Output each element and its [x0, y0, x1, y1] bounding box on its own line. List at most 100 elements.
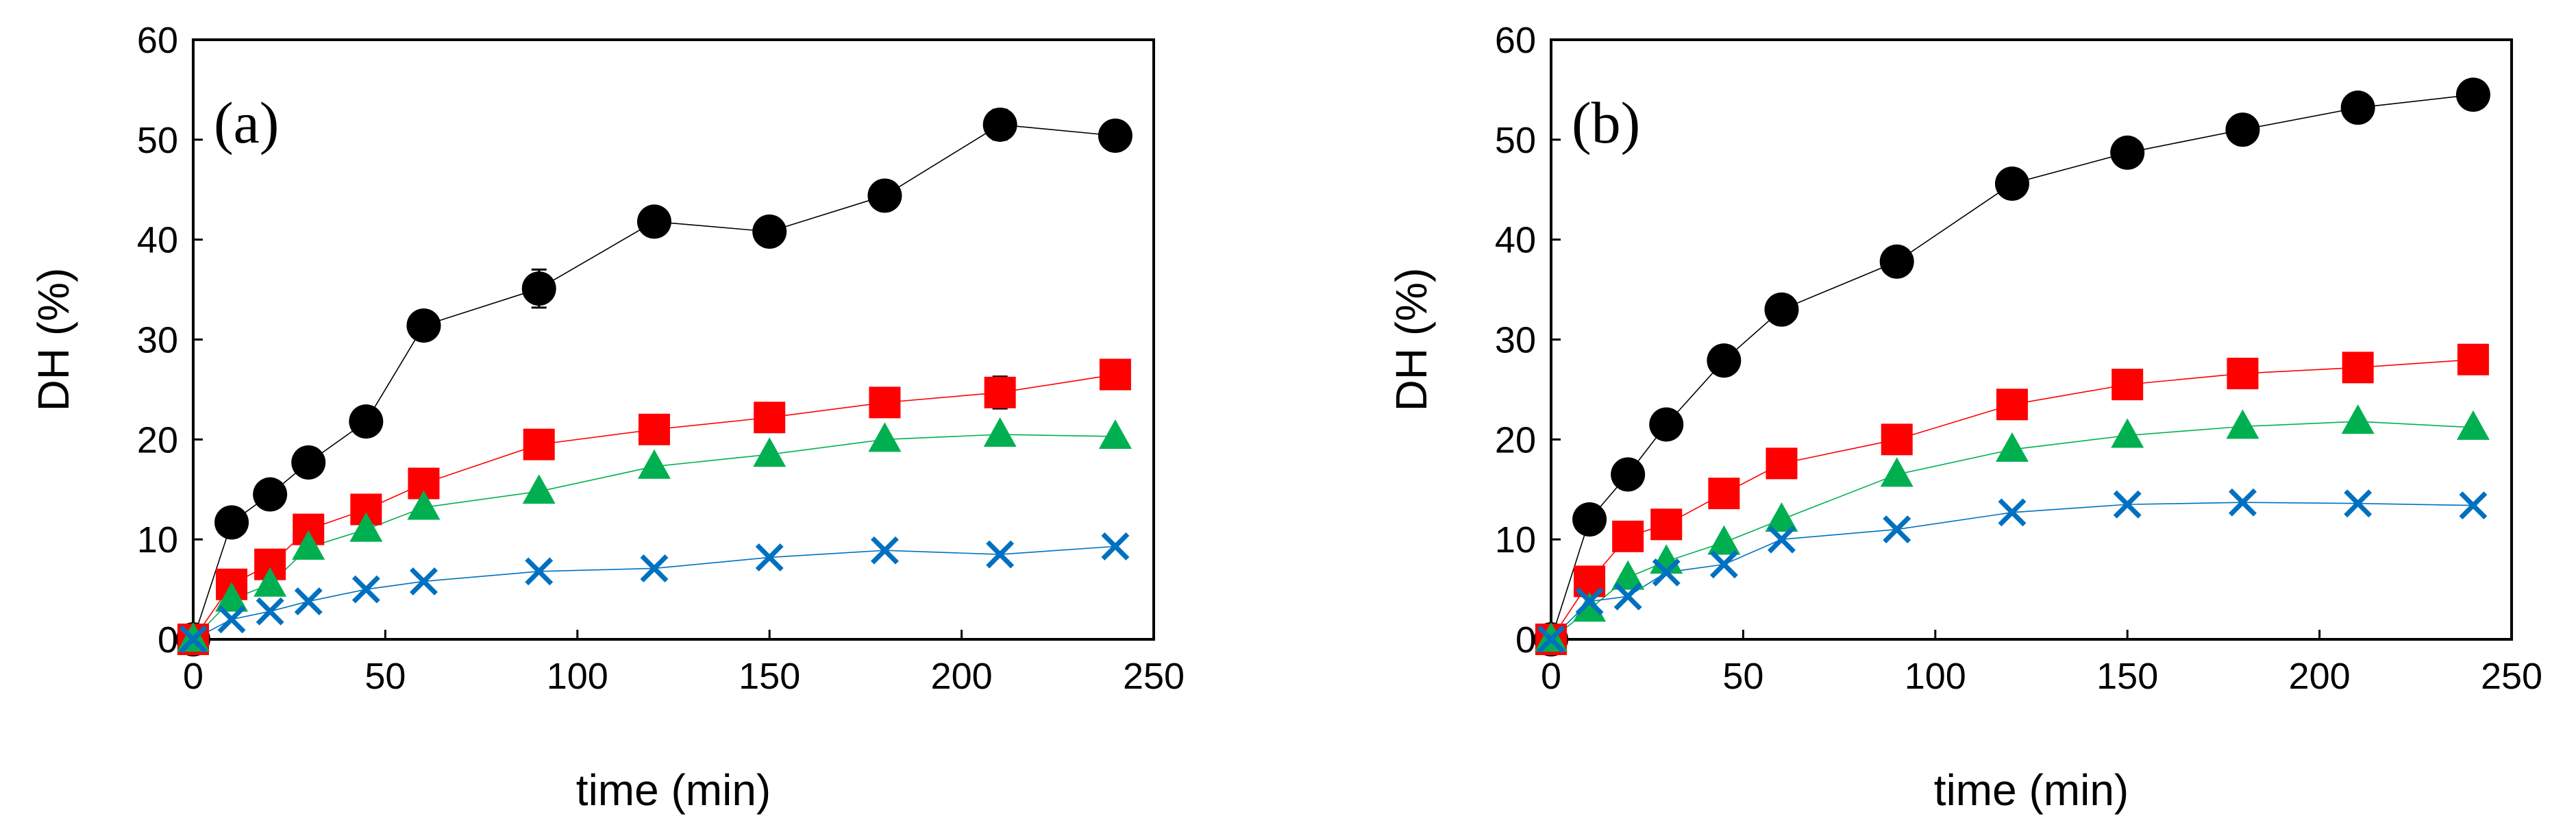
data-point-circle [1649, 407, 1684, 442]
data-point-triangle [253, 567, 287, 597]
y-tick-label: 60 [1495, 20, 1536, 61]
x-tick-label: 150 [739, 656, 800, 697]
data-point-triangle [983, 417, 1017, 447]
data-point-circle [1707, 343, 1742, 378]
data-point-triangle [1098, 419, 1132, 449]
data-point-triangle [1765, 502, 1798, 532]
data-point-cross [294, 587, 323, 616]
data-point-cross [256, 597, 284, 626]
data-point-cross [1883, 515, 1911, 544]
data-point-circle [2340, 90, 2375, 125]
data-point-circle [752, 214, 787, 249]
data-point-square [2227, 358, 2259, 390]
data-point-cross [410, 567, 438, 595]
data-point-square [2457, 343, 2489, 376]
data-point-square [1996, 389, 2028, 421]
data-point-cross [1575, 587, 1604, 616]
x-axis-title: time (min) [576, 765, 771, 815]
data-point-cross [870, 536, 899, 565]
y-tick-label: 20 [1495, 419, 1536, 460]
data-point-cross [351, 575, 380, 604]
data-point-circle [1994, 167, 2029, 201]
x-tick-label: 250 [2481, 656, 2542, 697]
x-tick-label: 0 [1541, 656, 1561, 697]
data-point-triangle [215, 582, 249, 612]
data-point-cross [1998, 498, 2027, 527]
data-point-square [754, 402, 786, 434]
chart-panel-b: 0 50 100 150 200 250 0 10 20 30 40 50 60 time (min) DH… [1387, 20, 2542, 815]
data-point-triangle [1995, 432, 2029, 462]
data-point-cross [1709, 550, 1738, 579]
x-tick-label: 200 [931, 656, 993, 697]
y-tick-label: 0 [158, 619, 178, 661]
data-point-circle [867, 178, 902, 213]
data-point-cross [755, 543, 784, 571]
data-point-cross [1613, 582, 1642, 611]
data-point-triangle [1611, 560, 1645, 590]
data-point-triangle [1707, 525, 1741, 555]
data-point-triangle [1880, 457, 1914, 487]
data-point-square [2111, 369, 2144, 401]
data-point-cross [2113, 490, 2142, 519]
data-point-square [869, 386, 901, 419]
data-point-circle [521, 271, 556, 306]
y-tick-label: 10 [1495, 519, 1536, 561]
data-point-cross [2228, 488, 2257, 517]
data-point-cross [1101, 532, 1130, 561]
data-point-triangle [868, 422, 902, 452]
y-axis-title: DH (%) [1387, 268, 1436, 412]
data-point-circle [1611, 457, 1646, 492]
x-tick-label: 50 [1722, 656, 1763, 697]
series-line [193, 124, 1115, 640]
data-point-square [523, 428, 555, 460]
data-point-circle [253, 477, 288, 512]
x-tick-label: 100 [1905, 656, 1966, 697]
y-tick-label: 0 [1515, 619, 1536, 661]
x-axis-title: time (min) [1934, 765, 2129, 815]
data-point-triangle [292, 530, 325, 560]
data-point-cross [525, 557, 554, 586]
data-point-circle [1572, 502, 1607, 537]
y-tick-label: 40 [1495, 220, 1536, 261]
data-point-circle [406, 308, 441, 343]
x-tick-label: 0 [183, 656, 203, 697]
data-point-triangle [753, 437, 787, 467]
chart-panel-a: 0 50 100 150 200 250 0 10 20 30 40 50 60 time (min) DH… [29, 20, 1185, 815]
x-tick-label: 50 [364, 656, 406, 697]
data-point-circle [2225, 112, 2260, 147]
data-point-square [1099, 358, 1131, 391]
data-point-cross [179, 625, 208, 654]
y-tick-label: 30 [1495, 320, 1536, 361]
data-point-square [984, 376, 1016, 408]
data-point-circle [982, 107, 1017, 142]
x-tick-label: 100 [547, 656, 608, 697]
data-point-circle [349, 404, 384, 439]
plot-frame [1550, 38, 2513, 641]
data-point-triangle [2226, 409, 2259, 439]
data-point-triangle [637, 449, 671, 479]
y-tick-label: 20 [137, 419, 178, 460]
data-point-square [1881, 423, 1913, 456]
x-tick-label: 150 [2096, 656, 2158, 697]
data-point-circle [1098, 119, 1132, 153]
data-point-cross [986, 540, 1015, 569]
x-tick-label: 250 [1123, 656, 1185, 697]
data-point-triangle [349, 512, 383, 542]
data-point-triangle [2456, 410, 2490, 440]
data-point-cross [217, 605, 246, 634]
data-point-cross [2459, 491, 2488, 520]
data-point-circle [636, 204, 671, 239]
y-tick-label: 10 [137, 519, 178, 561]
data-point-square [638, 413, 670, 445]
data-point-circle [2110, 135, 2145, 170]
data-point-circle [1764, 292, 1799, 327]
panel-label: (b) [1572, 90, 1640, 156]
data-point-cross [640, 554, 669, 582]
y-tick-label: 60 [137, 20, 178, 61]
series-line [1550, 502, 2473, 640]
data-point-triangle [522, 474, 556, 504]
x-tick-label: 200 [2289, 656, 2351, 697]
data-point-square [1650, 508, 1683, 541]
data-point-square [1612, 520, 1644, 552]
